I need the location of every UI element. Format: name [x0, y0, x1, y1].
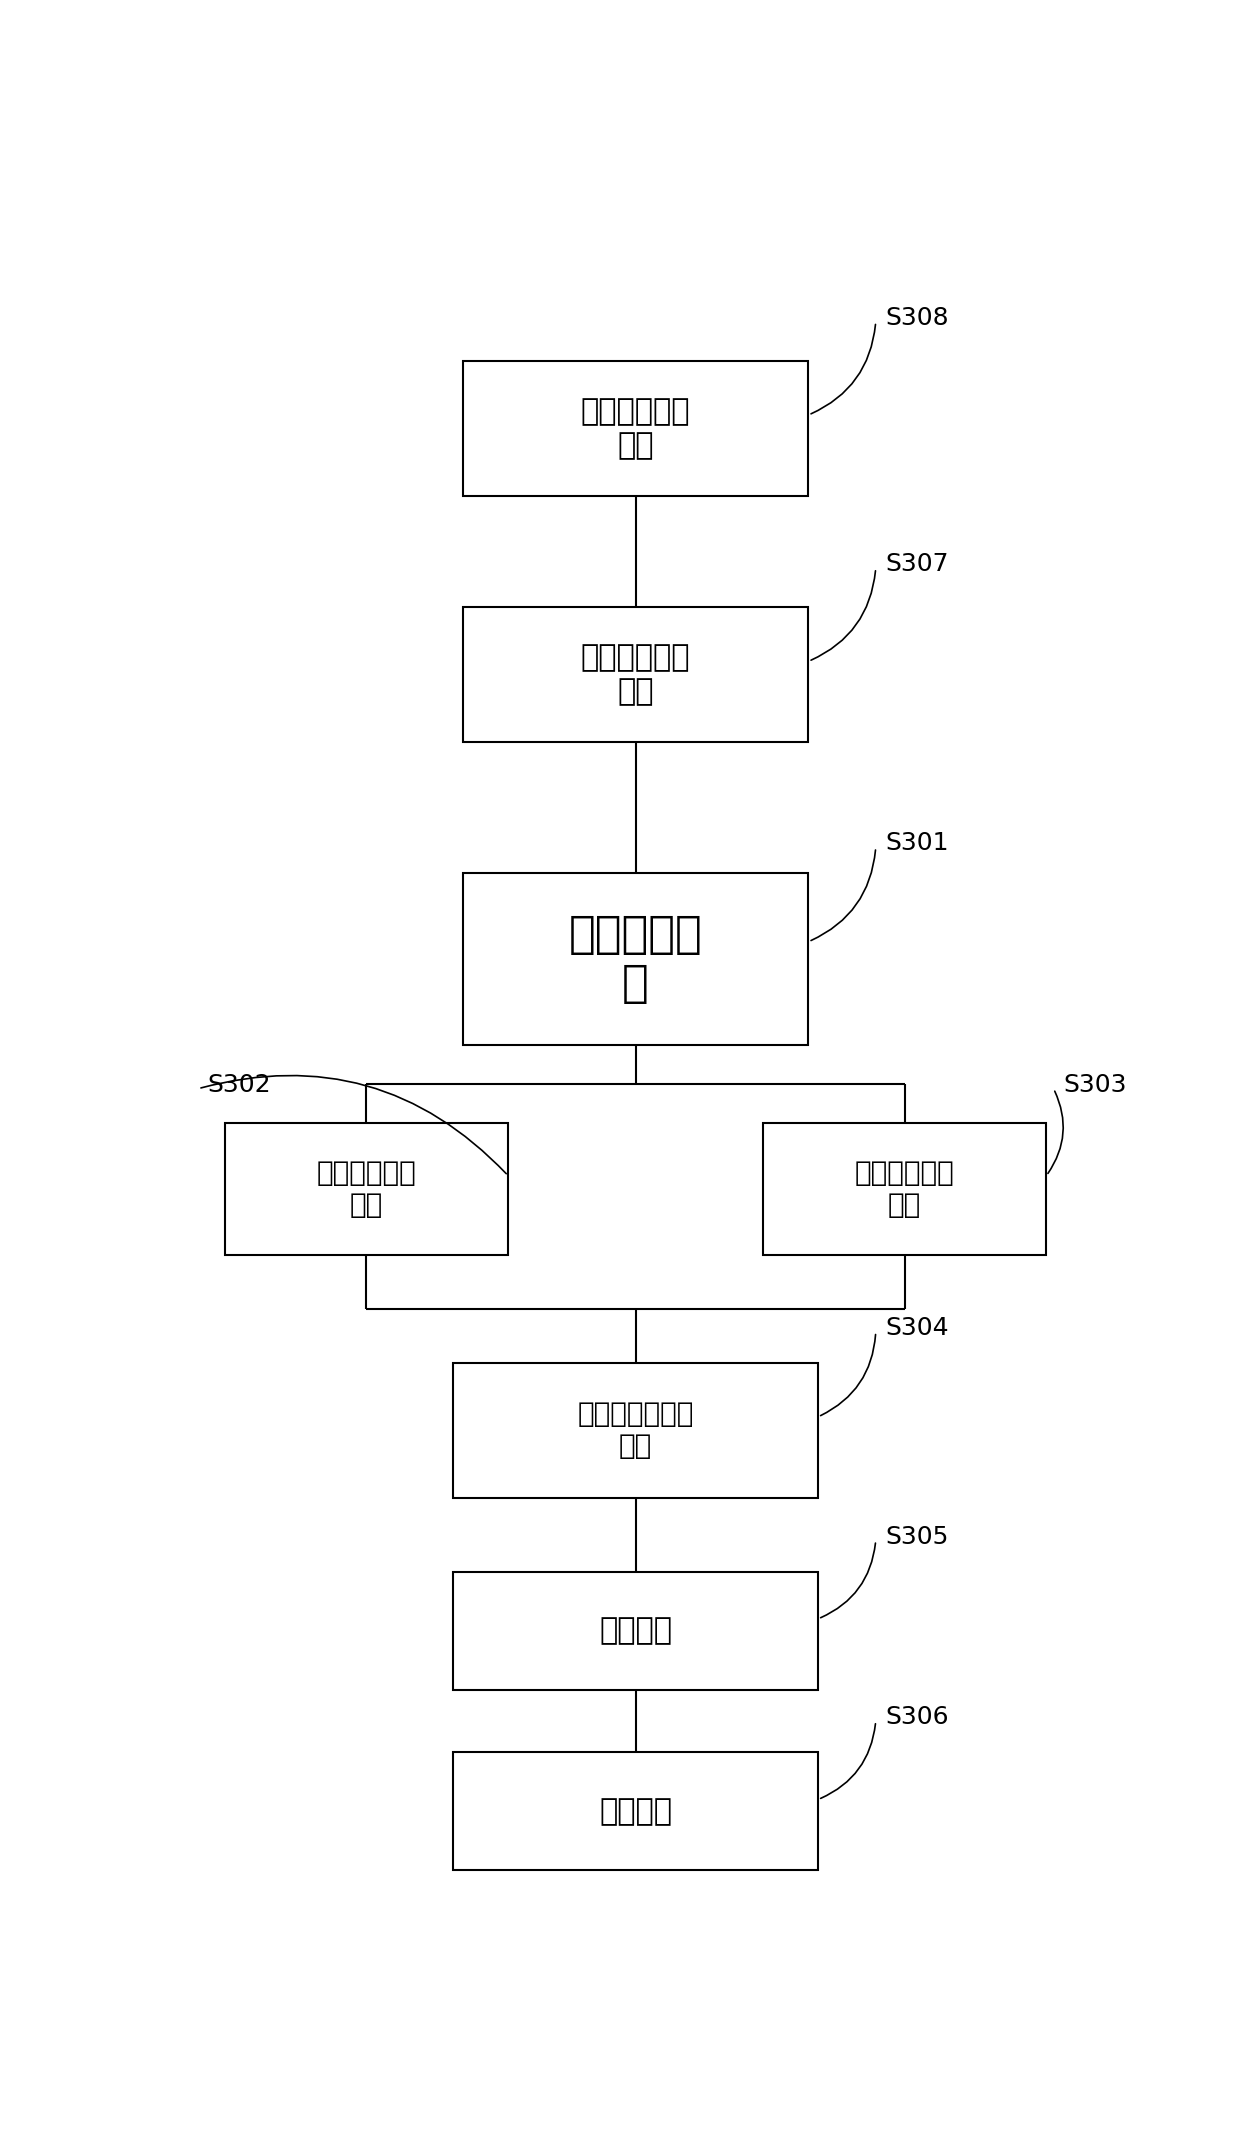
Text: 高程信息采集
单元: 高程信息采集 单元	[580, 397, 691, 461]
Text: S306: S306	[885, 1704, 949, 1730]
FancyBboxPatch shape	[463, 360, 808, 495]
Text: S304: S304	[885, 1316, 949, 1340]
Text: 统计单元: 统计单元	[599, 1796, 672, 1826]
Text: S301: S301	[885, 832, 949, 855]
Text: S307: S307	[885, 552, 949, 576]
FancyBboxPatch shape	[224, 1124, 508, 1254]
Text: S308: S308	[885, 305, 949, 331]
Text: S302: S302	[208, 1073, 272, 1096]
Text: 农作物指标确定
单元: 农作物指标确定 单元	[578, 1399, 693, 1461]
FancyBboxPatch shape	[453, 1363, 818, 1497]
Text: S303: S303	[1063, 1073, 1127, 1096]
Text: 第一图像处理
单元: 第一图像处理 单元	[316, 1158, 417, 1220]
FancyBboxPatch shape	[763, 1124, 1047, 1254]
Text: 飞行高度规划
单元: 飞行高度规划 单元	[580, 644, 691, 706]
Text: 分析单元: 分析单元	[599, 1617, 672, 1645]
FancyBboxPatch shape	[463, 872, 808, 1045]
Text: S305: S305	[885, 1525, 949, 1549]
Text: 第二图像处理
单元: 第二图像处理 单元	[854, 1158, 955, 1220]
FancyBboxPatch shape	[463, 608, 808, 742]
Text: 图像采集单
元: 图像采集单 元	[569, 913, 702, 1005]
FancyBboxPatch shape	[453, 1751, 818, 1871]
FancyBboxPatch shape	[453, 1572, 818, 1689]
